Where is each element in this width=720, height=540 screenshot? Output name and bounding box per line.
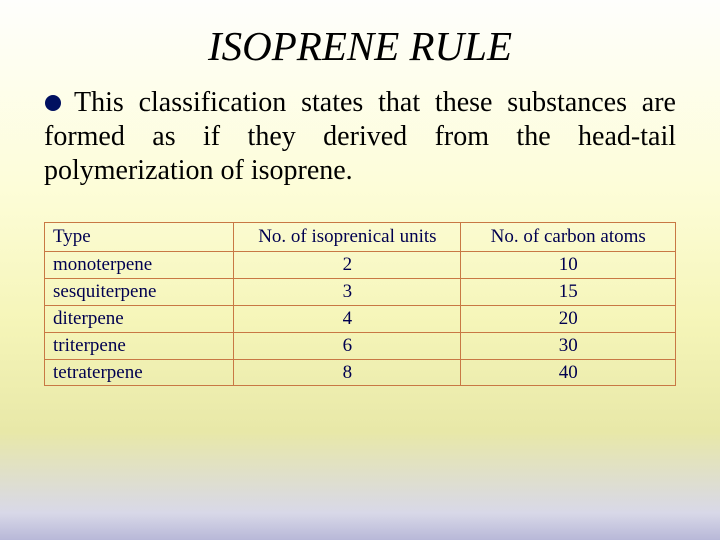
table-row: triterpene 6 30 — [45, 332, 676, 359]
cell-units: 6 — [234, 332, 461, 359]
cell-atoms: 10 — [461, 252, 676, 279]
cell-atoms: 15 — [461, 279, 676, 306]
cell-type: sesquiterpene — [45, 279, 234, 306]
cell-type: monoterpene — [45, 252, 234, 279]
cell-units: 3 — [234, 279, 461, 306]
table-row: diterpene 4 20 — [45, 305, 676, 332]
table-row: sesquiterpene 3 15 — [45, 279, 676, 306]
cell-atoms: 20 — [461, 305, 676, 332]
cell-type: tetraterpene — [45, 359, 234, 386]
page-title: ISOPRENE RULE — [44, 22, 676, 70]
cell-units: 8 — [234, 359, 461, 386]
cell-type: diterpene — [45, 305, 234, 332]
table-row: tetraterpene 8 40 — [45, 359, 676, 386]
cell-units: 2 — [234, 252, 461, 279]
body-paragraph: This classification states that these su… — [44, 86, 676, 188]
table-header-row: Type No. of isoprenical units No. of car… — [45, 223, 676, 252]
col-header-type: Type — [45, 223, 234, 252]
cell-atoms: 30 — [461, 332, 676, 359]
cell-units: 4 — [234, 305, 461, 332]
bullet-icon — [44, 94, 62, 112]
terpene-table: Type No. of isoprenical units No. of car… — [44, 222, 676, 386]
cell-type: triterpene — [45, 332, 234, 359]
table-row: monoterpene 2 10 — [45, 252, 676, 279]
col-header-atoms: No. of carbon atoms — [461, 223, 676, 252]
cell-atoms: 40 — [461, 359, 676, 386]
body-text: This classification states that these su… — [44, 87, 676, 186]
col-header-units: No. of isoprenical units — [234, 223, 461, 252]
